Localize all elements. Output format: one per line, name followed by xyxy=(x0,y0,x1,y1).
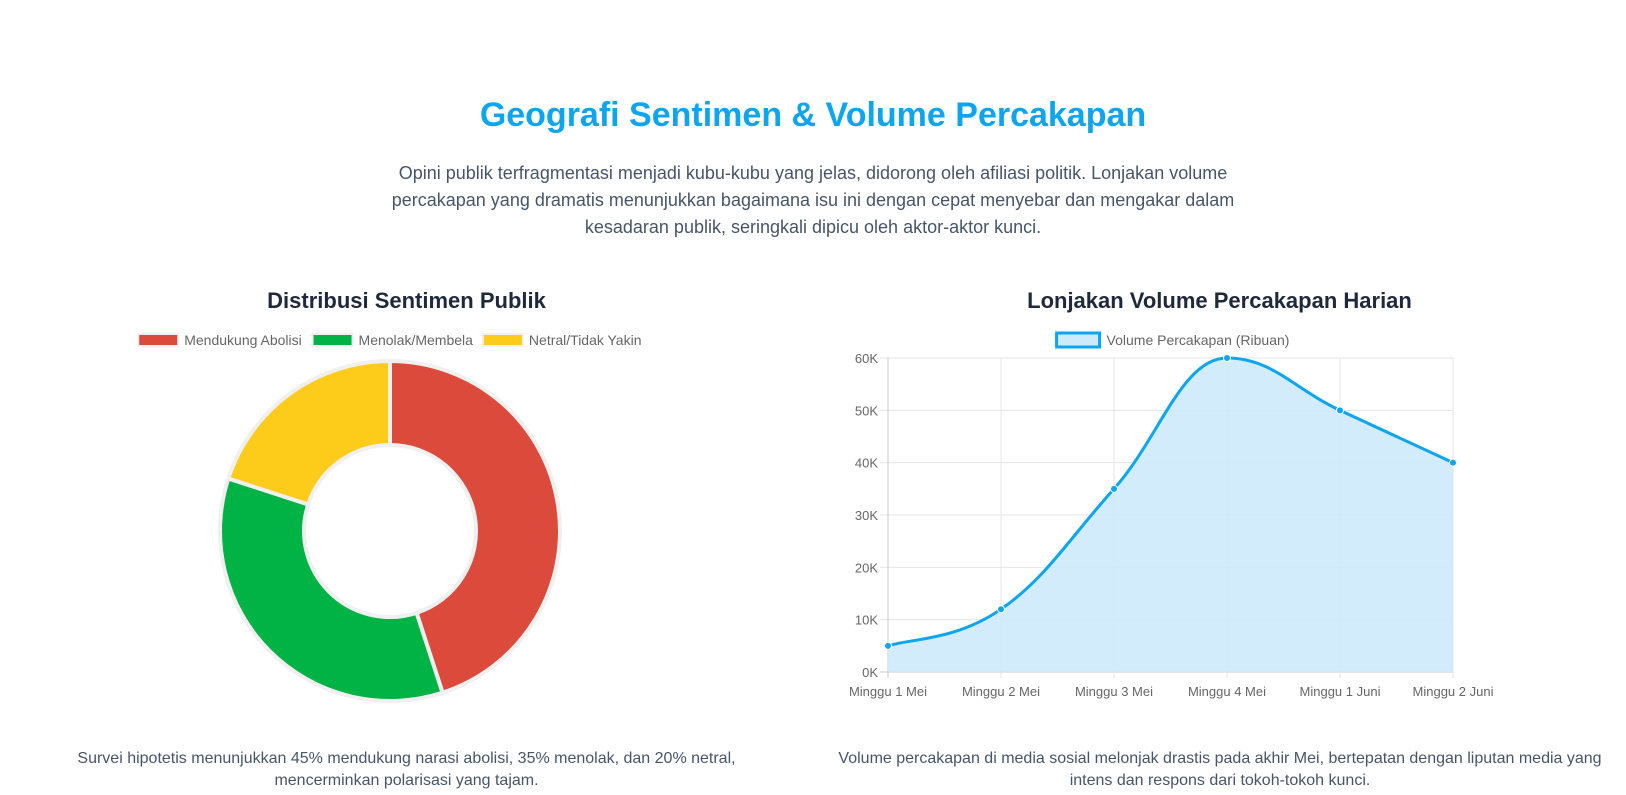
x-tick-label-minggu-4-mei: Minggu 4 Mei xyxy=(1188,684,1266,699)
legend-swatch-netral-tidak-yakin xyxy=(481,333,524,347)
legend-label-volume: Volume Percakapan (Ribuan) xyxy=(1107,332,1290,348)
x-tick-label-minggu-2-juni: Minggu 2 Juni xyxy=(1413,684,1494,699)
legend-swatch-menolak-membela xyxy=(311,333,354,347)
sentiment-caption: Survei hipotetis menunjukkan 45% menduku… xyxy=(77,750,736,789)
legend-label-mendukung-abolisi: Mendukung Abolisi xyxy=(184,332,302,348)
x-tick-label-minggu-2-mei: Minggu 2 Mei xyxy=(962,684,1040,699)
donut-slice-netral-tidak-yakin xyxy=(226,359,392,507)
y-tick-label: 0K xyxy=(862,665,878,680)
donut-slice-mendukung-abolisi xyxy=(388,359,563,695)
volume-caption: Volume percakapan di media sosial melonj… xyxy=(838,750,1602,789)
x-tick-label-minggu-1-juni: Minggu 1 Juni xyxy=(1300,684,1381,699)
legend-label-netral-tidak-yakin: Netral/Tidak Yakin xyxy=(529,332,642,348)
x-tick-label-minggu-3-mei: Minggu 3 Mei xyxy=(1075,684,1153,699)
legend-swatch-mendukung-abolisi xyxy=(137,333,180,347)
data-point-minggu-3-mei xyxy=(1110,484,1118,493)
y-tick-label: 10K xyxy=(855,613,878,628)
legend-swatch-volume xyxy=(1055,331,1102,349)
volume-area-fill xyxy=(888,358,1453,672)
sentiment-chart-title: Distribusi Sentimen Publik xyxy=(267,288,546,313)
data-point-minggu-4-mei xyxy=(1223,354,1231,362)
data-point-minggu-2-juni xyxy=(1449,458,1457,467)
y-tick-label: 40K xyxy=(855,456,878,471)
y-tick-label: 20K xyxy=(855,560,878,575)
legend-label-menolak-membela: Menolak/Membela xyxy=(359,332,474,348)
intro-paragraph: Opini publik terfragmentasi menjadi kubu… xyxy=(391,163,1235,237)
data-point-minggu-1-juni xyxy=(1336,406,1344,415)
x-tick-label-minggu-1-mei: Minggu 1 Mei xyxy=(849,684,927,699)
volume-series-line xyxy=(887,356,1454,648)
data-point-minggu-2-mei xyxy=(997,605,1005,614)
y-tick-label: 50K xyxy=(855,403,878,418)
data-point-minggu-1-mei xyxy=(884,641,892,650)
page-title: Geografi Sentimen & Volume Percakapan xyxy=(479,96,1147,134)
volume-area-chart: Volume Percakapan (Ribuan) 0K 10K 20K 30K 40K… xyxy=(849,331,1494,699)
volume-chart-title: Lonjakan Volume Percakapan Harian xyxy=(1027,288,1412,313)
y-tick-label: 60K xyxy=(855,351,878,366)
sentiment-donut-chart: Mendukung Abolisi Menolak/Membela Netral/T… xyxy=(137,332,642,703)
donut-slice-menolak-membela xyxy=(218,476,445,703)
y-tick-label: 30K xyxy=(855,508,878,523)
